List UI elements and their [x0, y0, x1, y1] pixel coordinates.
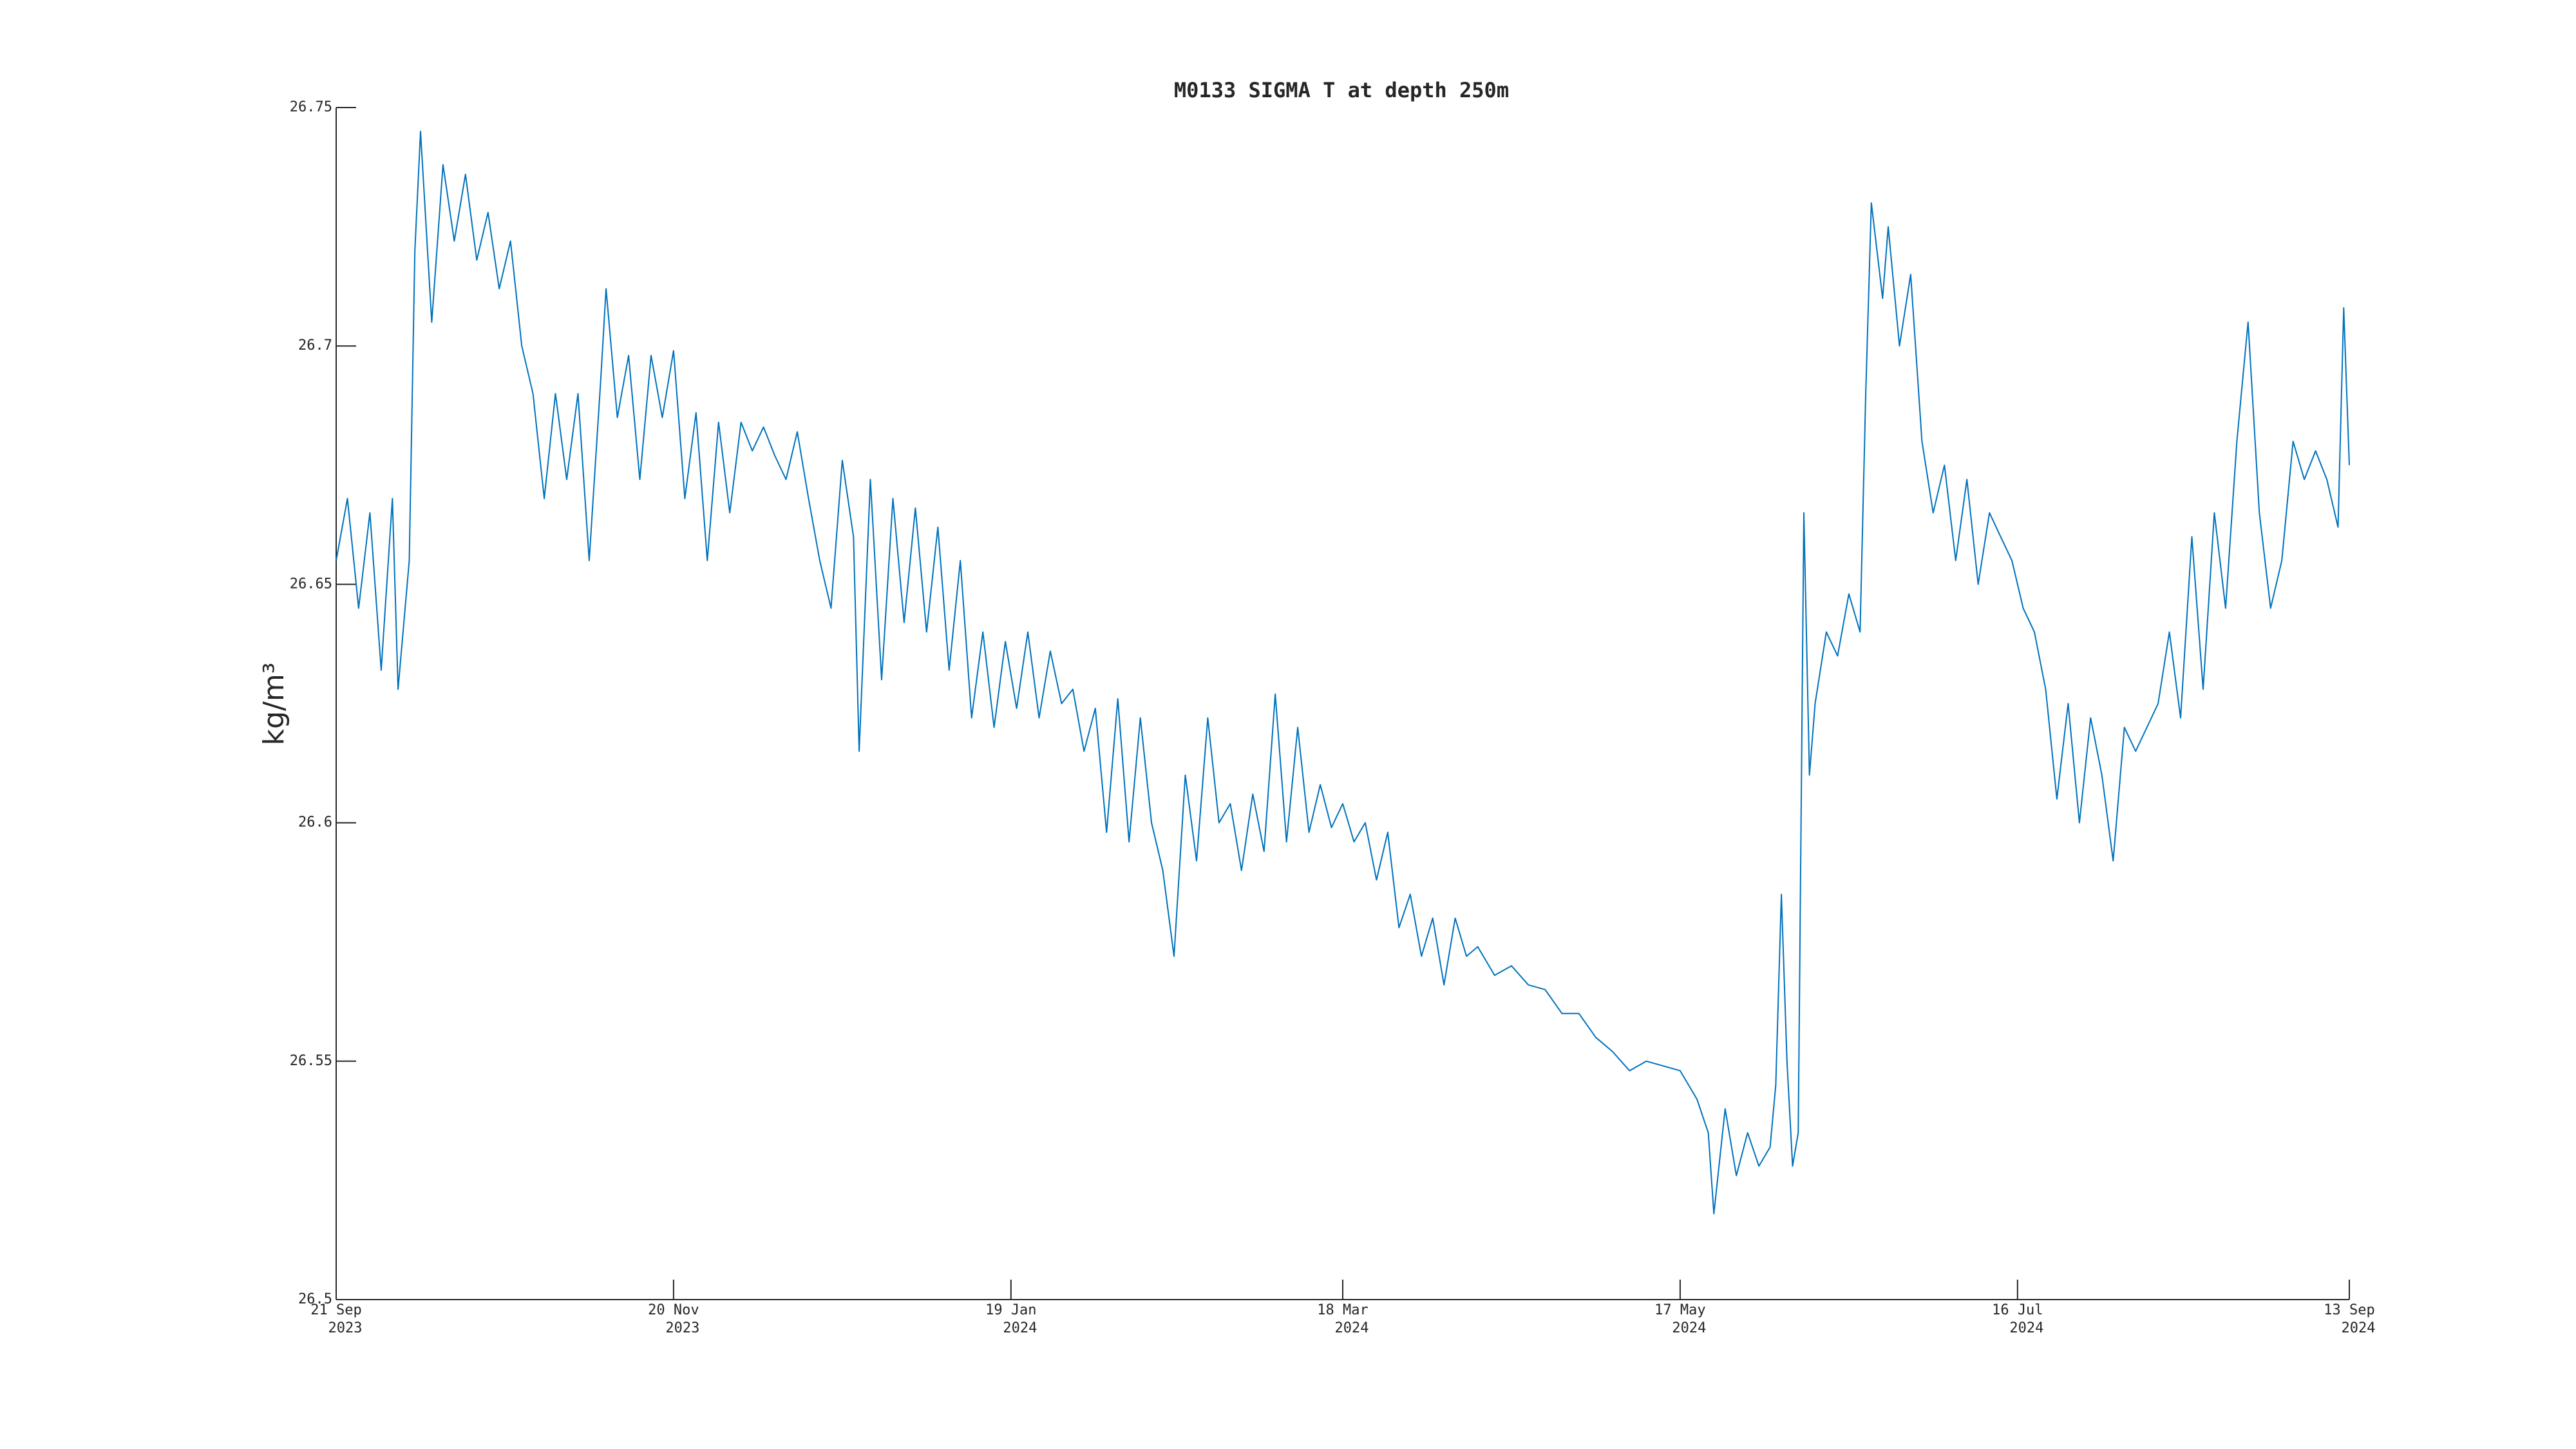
x-tick-label: 2024: [2009, 1320, 2043, 1336]
y-tick-label: 26.55: [290, 1053, 332, 1069]
x-tick-label: 19 Jan: [985, 1302, 1036, 1318]
x-tick-label: 2024: [1003, 1320, 1037, 1336]
x-tick-label: 2023: [665, 1320, 699, 1336]
y-axis-label: kg/m³: [258, 663, 290, 746]
x-tick-label: 13 Sep: [2324, 1302, 2374, 1318]
x-tick-label: 2024: [1335, 1320, 1369, 1336]
y-tick-label: 26.5: [298, 1291, 332, 1307]
y-tick-label: 26.7: [298, 337, 332, 354]
x-tick-label: 2023: [328, 1320, 363, 1336]
data-line: [336, 131, 2350, 1215]
y-tick-label: 26.6: [298, 815, 332, 831]
x-tick-label: 18 Mar: [1317, 1302, 1368, 1318]
y-tick-label: 26.65: [290, 576, 332, 592]
x-tick-label: 17 May: [1654, 1302, 1705, 1318]
x-tick-label: 16 Jul: [1992, 1302, 2043, 1318]
x-tick-label: 2024: [2342, 1320, 2376, 1336]
y-tick-label: 26.75: [290, 99, 332, 115]
chart-title: M0133 SIGMA T at depth 250m: [1174, 78, 1509, 102]
x-tick-label: 20 Nov: [648, 1302, 699, 1318]
x-tick-label: 21 Sep: [310, 1302, 361, 1318]
x-tick-label: 2024: [1672, 1320, 1706, 1336]
